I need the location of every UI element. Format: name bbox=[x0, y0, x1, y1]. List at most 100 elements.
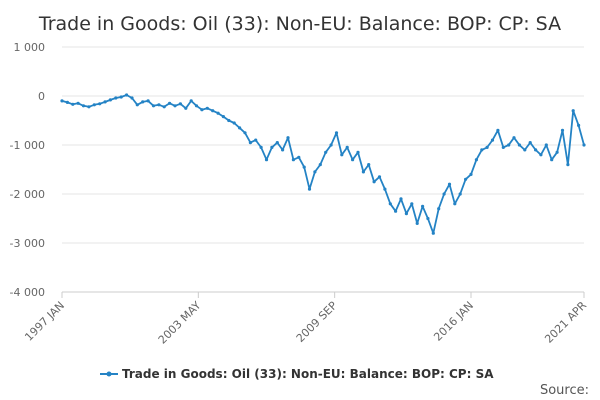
legend-swatch-marker bbox=[106, 371, 112, 377]
x-tick-label: 2009 SEP bbox=[294, 299, 340, 345]
data-point bbox=[539, 153, 543, 157]
data-point bbox=[410, 202, 414, 206]
data-point bbox=[566, 163, 570, 167]
data-point bbox=[189, 99, 193, 103]
data-point bbox=[324, 150, 328, 154]
data-point bbox=[474, 158, 478, 162]
data-point bbox=[281, 148, 285, 152]
data-point bbox=[367, 163, 371, 167]
data-point bbox=[275, 141, 279, 145]
data-point bbox=[517, 143, 522, 147]
data-point bbox=[259, 145, 263, 149]
data-point bbox=[550, 158, 554, 162]
data-point bbox=[351, 158, 355, 162]
chart-title: Trade in Goods: Oil (33): Non-EU: Balanc… bbox=[38, 13, 561, 35]
data-point bbox=[248, 141, 252, 145]
data-point bbox=[528, 141, 532, 145]
y-tick-label: 0 bbox=[38, 90, 45, 103]
data-point bbox=[157, 103, 161, 107]
data-point bbox=[232, 121, 236, 125]
data-point bbox=[534, 148, 538, 152]
data-point bbox=[216, 111, 220, 115]
data-point bbox=[71, 102, 75, 106]
data-point bbox=[151, 104, 156, 108]
data-point bbox=[501, 145, 505, 149]
data-point bbox=[334, 131, 339, 135]
data-point bbox=[577, 123, 581, 127]
y-tick-label: -3 000 bbox=[10, 237, 45, 250]
data-point bbox=[291, 158, 295, 162]
data-point bbox=[421, 204, 425, 208]
data-point bbox=[302, 165, 306, 169]
data-point bbox=[168, 101, 172, 105]
data-point bbox=[345, 145, 349, 149]
data-point bbox=[313, 170, 317, 174]
data-point bbox=[76, 101, 80, 105]
series-line bbox=[61, 94, 585, 235]
data-point bbox=[114, 96, 118, 100]
data-point bbox=[464, 177, 468, 181]
data-point bbox=[318, 163, 322, 167]
data-point bbox=[65, 100, 69, 104]
data-point bbox=[194, 104, 199, 108]
data-point bbox=[442, 192, 446, 196]
data-point bbox=[221, 115, 225, 119]
data-point bbox=[458, 192, 462, 196]
data-point bbox=[404, 212, 408, 216]
data-point bbox=[162, 105, 166, 109]
data-point bbox=[340, 153, 344, 157]
legend-label: Trade in Goods: Oil (33): Non-EU: Balanc… bbox=[122, 367, 494, 381]
data-point bbox=[437, 207, 441, 211]
y-tick-label: 1 000 bbox=[14, 41, 46, 54]
x-axis: 1997 JAN 2003 MAY 2009 SEP 2016 JAN 2021 APR bbox=[22, 291, 589, 347]
data-point bbox=[108, 98, 112, 102]
series-layer bbox=[60, 93, 586, 235]
x-tick-label: 1997 JAN bbox=[22, 299, 67, 344]
data-point bbox=[383, 187, 387, 191]
data-point bbox=[394, 209, 398, 213]
data-point bbox=[399, 197, 403, 201]
y-axis: 1 000 0 -1 000 -2 000 -3 000 -4 000 bbox=[10, 41, 45, 299]
data-point bbox=[426, 216, 430, 221]
data-point bbox=[453, 202, 457, 206]
data-point bbox=[523, 148, 527, 152]
data-point bbox=[87, 105, 91, 109]
data-point bbox=[98, 102, 102, 106]
data-point bbox=[103, 100, 107, 104]
grid-lines bbox=[62, 46, 584, 293]
data-point bbox=[270, 145, 274, 149]
data-point bbox=[377, 175, 382, 179]
data-point bbox=[60, 99, 64, 103]
data-point bbox=[372, 180, 376, 184]
y-tick-label: -2 000 bbox=[10, 188, 45, 201]
data-point bbox=[135, 103, 139, 107]
data-point bbox=[200, 108, 204, 112]
data-point bbox=[582, 143, 586, 147]
data-point bbox=[307, 187, 312, 191]
data-point bbox=[469, 172, 473, 176]
data-point bbox=[496, 128, 500, 132]
data-point bbox=[560, 128, 565, 132]
source-label: Source: bbox=[540, 383, 589, 398]
data-point bbox=[211, 109, 215, 113]
x-tick-label: 2021 APR bbox=[542, 299, 589, 346]
data-point bbox=[254, 138, 258, 142]
data-point bbox=[356, 150, 360, 154]
data-point bbox=[81, 104, 86, 108]
data-point bbox=[243, 131, 247, 135]
data-point bbox=[361, 170, 365, 174]
data-point bbox=[490, 138, 495, 142]
data-point bbox=[119, 95, 123, 99]
data-point bbox=[512, 136, 516, 140]
data-point bbox=[92, 103, 96, 107]
data-point bbox=[286, 136, 290, 140]
data-point bbox=[555, 150, 559, 154]
data-point bbox=[178, 102, 182, 106]
data-point bbox=[227, 118, 231, 123]
data-point bbox=[415, 221, 419, 225]
y-tick-label: -1 000 bbox=[10, 139, 45, 152]
data-point bbox=[141, 100, 145, 104]
data-point bbox=[571, 109, 575, 113]
x-tick-label: 2003 MAY bbox=[156, 299, 204, 347]
